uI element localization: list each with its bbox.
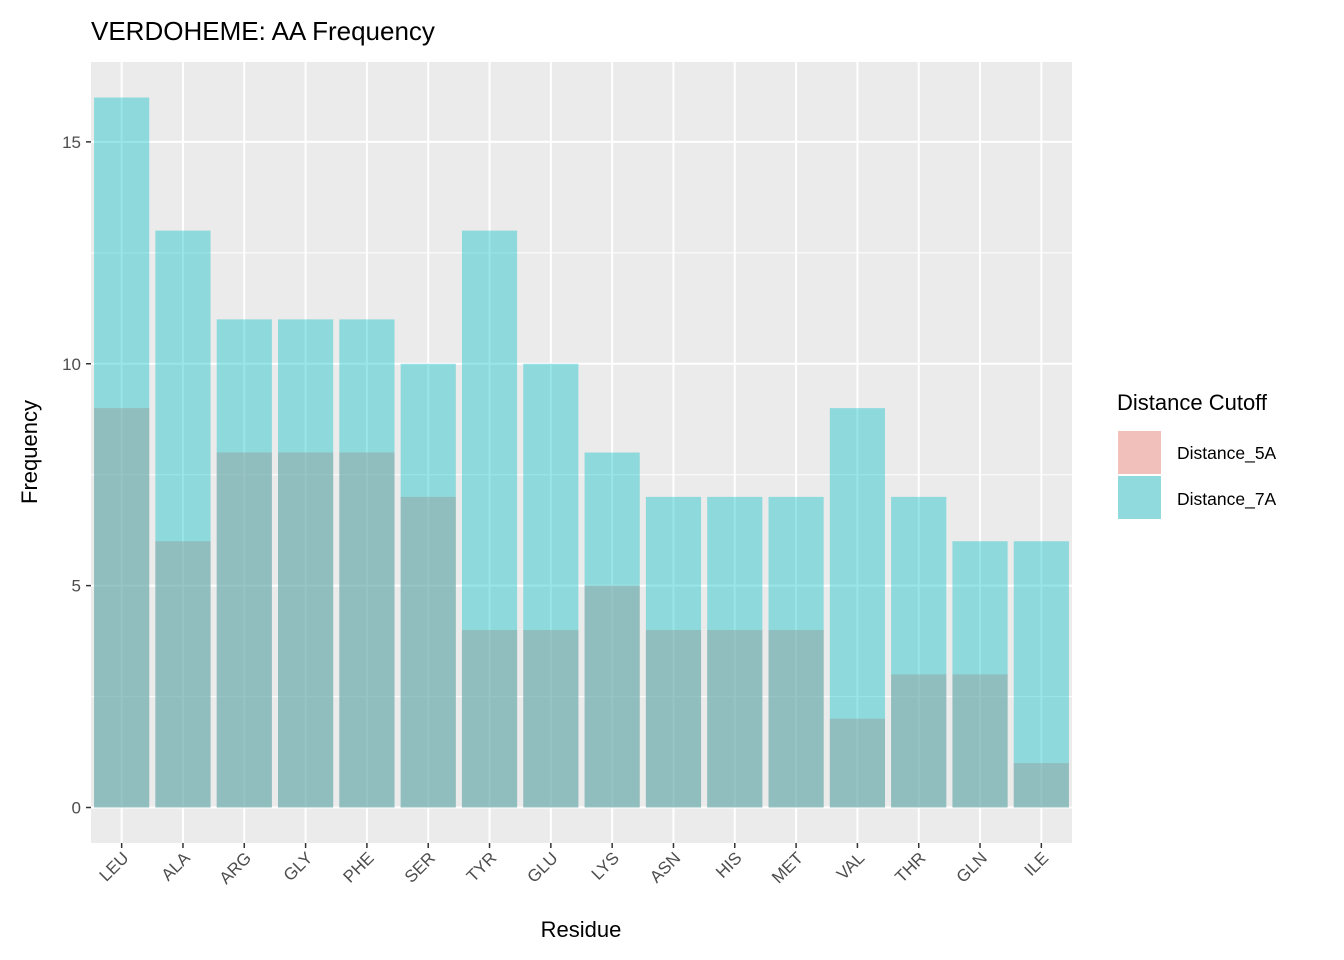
y-tick-label: 0 [72, 799, 81, 818]
bar-distance-7a-leu [94, 97, 150, 808]
plot-panel [91, 62, 1072, 843]
x-tick-label: LEU [96, 848, 133, 885]
legend-key-distance-7a [1118, 476, 1161, 519]
x-tick-label: SER [401, 848, 439, 886]
y-axis: 0 5 10 15 [62, 133, 91, 818]
bar-distance-5a-glu [523, 630, 579, 808]
y-tick-label: 5 [72, 577, 81, 596]
bar-distance-5a-arg [216, 452, 272, 808]
x-tick-label: HIS [712, 848, 745, 881]
x-tick-label: VAL [833, 848, 868, 883]
x-axis-label: Residue [541, 917, 622, 942]
bar-distance-5a-met [768, 630, 824, 808]
x-tick-label: ASN [646, 848, 684, 886]
chart-title: VERDOHEME: AA Frequency [91, 16, 435, 46]
bar-distance-7a-glu [523, 363, 579, 808]
x-tick-label: MET [768, 848, 807, 887]
bar-distance-7a-thr [891, 496, 947, 808]
legend: Distance Cutoff Distance_5A Distance_7A [1117, 390, 1277, 519]
bar-distance-7a-his [707, 496, 763, 808]
bar-distance-7a-gln [952, 541, 1008, 808]
bar-distance-5a-gly [278, 452, 334, 808]
bar-distance-7a-met [768, 496, 824, 808]
bar-distance-7a-tyr [461, 230, 518, 808]
bar-distance-5a-asn [645, 630, 702, 808]
x-tick-label: GLY [280, 848, 317, 885]
bars [94, 97, 1069, 808]
bar-distance-5a-ala [155, 541, 211, 808]
legend-label-distance-7a: Distance_7A [1177, 489, 1277, 510]
bar-distance-5a-thr [891, 674, 947, 808]
bar-distance-7a-ser [400, 363, 456, 808]
grid [91, 62, 1072, 843]
x-tick-label: LYS [588, 848, 623, 883]
bar-distance-5a-lys [584, 585, 640, 808]
bar-distance-5a-gln [952, 674, 1008, 808]
bar-distance-7a-ala [155, 230, 211, 808]
bar-distance-5a-ser [400, 496, 456, 808]
x-tick-label: ALA [158, 848, 195, 885]
bar-distance-7a-phe [339, 319, 395, 808]
x-tick-label: GLU [524, 848, 562, 886]
bar-distance-7a-gly [278, 319, 334, 808]
x-tick-label: ARG [216, 848, 255, 887]
bar-distance-5a-ile [1013, 763, 1069, 808]
bar-distance-5a-leu [94, 408, 150, 808]
x-tick-label: THR [891, 848, 929, 886]
bar-distance-7a-val [829, 408, 885, 808]
x-tick-label: GLN [953, 848, 991, 886]
bar-distance-5a-phe [339, 452, 395, 808]
x-axis: LEU ALA ARG GLY PHE SER TYR GLU LYS ASN HIS MET VAL T… [96, 843, 1052, 888]
y-tick-label: 15 [62, 133, 81, 152]
x-tick-label: TYR [463, 848, 500, 885]
y-tick-label: 10 [62, 355, 81, 374]
bar-distance-7a-arg [216, 319, 272, 808]
bar-distance-7a-asn [645, 496, 702, 808]
bar-distance-5a-tyr [461, 630, 518, 808]
bar-distance-7a-ile [1013, 541, 1069, 808]
legend-key-distance-5a [1118, 431, 1161, 474]
legend-label-distance-5a: Distance_5A [1177, 443, 1277, 464]
bar-distance-5a-val [829, 718, 885, 808]
legend-title: Distance Cutoff [1117, 390, 1268, 415]
x-tick-label: PHE [340, 848, 378, 886]
y-axis-label: Frequency [17, 400, 42, 504]
bar-distance-7a-lys [584, 452, 640, 808]
x-tick-label: ILE [1021, 848, 1052, 879]
bar-distance-5a-his [707, 630, 763, 808]
